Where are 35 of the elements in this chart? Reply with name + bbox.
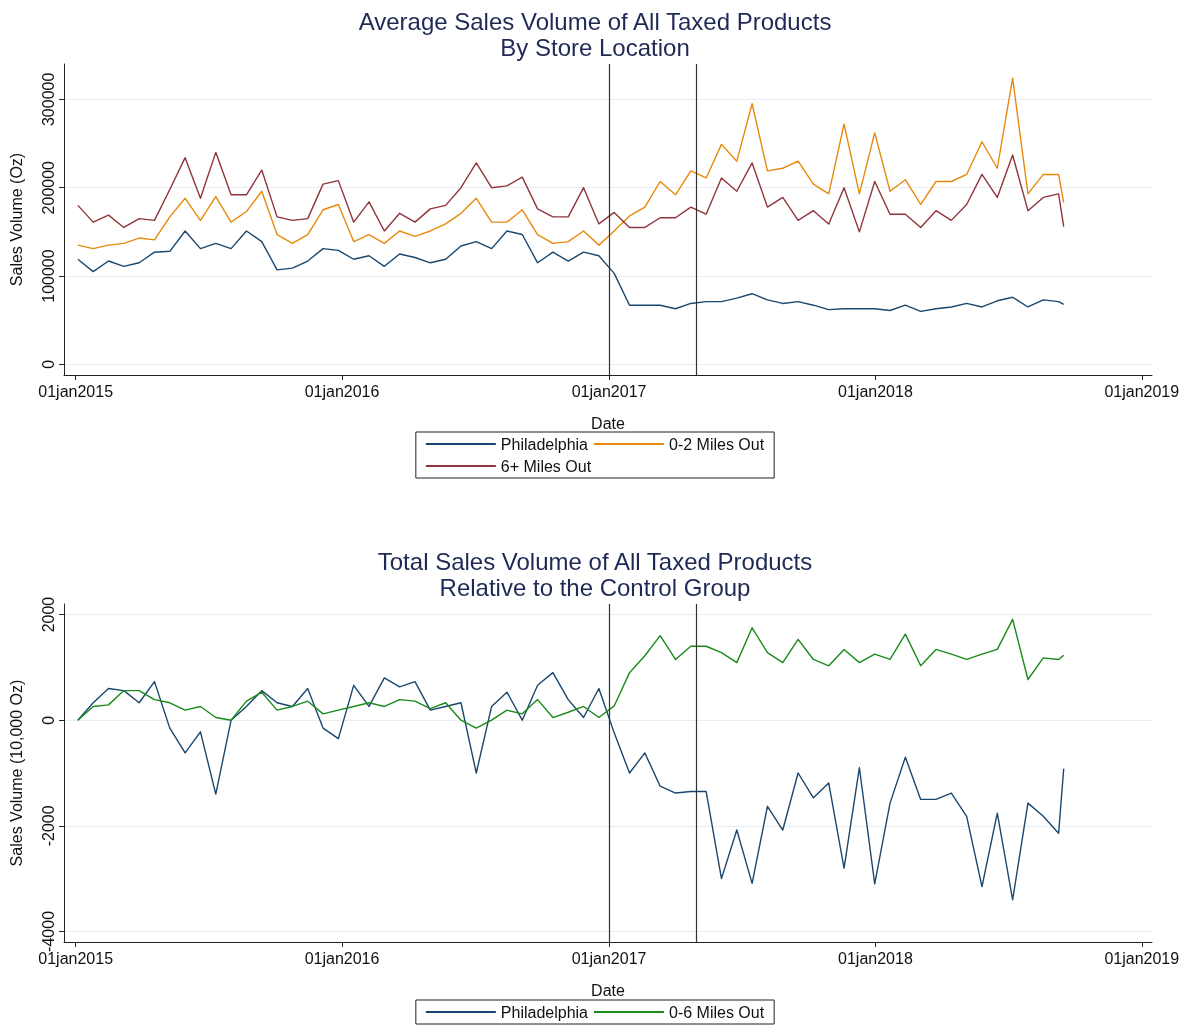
chart-title: Total Sales Volume of All Taxed Products bbox=[377, 547, 813, 575]
legend-label: 0-2 Miles Out bbox=[669, 435, 765, 453]
line-series bbox=[77, 151, 1065, 233]
line-series bbox=[77, 671, 1065, 901]
y-axis-title: Sales Volume (Oz) bbox=[7, 152, 25, 287]
x-axis-title: Date bbox=[591, 414, 625, 432]
chart-subtitle: By Store Location bbox=[500, 33, 690, 61]
chart-title: Average Sales Volume of All Taxed Products bbox=[358, 7, 832, 35]
x-tick-label: 01jan2019 bbox=[1104, 382, 1180, 400]
legend-label: Philadelphia bbox=[500, 435, 589, 453]
line-series bbox=[77, 618, 1065, 729]
x-axis-title: Date bbox=[591, 981, 625, 999]
y-axis-title: Sales Volume (10,000 Oz) bbox=[7, 679, 25, 867]
y-tick-label: 0 bbox=[39, 359, 57, 369]
y-tick-label: 300000 bbox=[39, 72, 57, 127]
x-tick-label: 01jan2016 bbox=[304, 949, 380, 967]
legend-label: 6+ Miles Out bbox=[500, 457, 592, 475]
y-tick-label: 0 bbox=[39, 715, 57, 725]
y-tick-label: -4000 bbox=[39, 910, 57, 952]
y-tick-label: -2000 bbox=[39, 805, 57, 847]
y-tick-label: 200000 bbox=[39, 160, 57, 215]
y-tick-label: 2000 bbox=[39, 596, 57, 633]
line-series bbox=[77, 230, 1065, 313]
x-tick-label: 01jan2017 bbox=[571, 949, 647, 967]
x-tick-label: 01jan2016 bbox=[304, 382, 380, 400]
line-series bbox=[77, 77, 1065, 250]
y-tick-label: 100000 bbox=[39, 249, 57, 303]
x-tick-label: 01jan2017 bbox=[571, 382, 647, 400]
legend-label: Philadelphia bbox=[500, 1003, 589, 1021]
x-tick-label: 01jan2018 bbox=[838, 949, 913, 967]
legend-label: 0-6 Miles Out bbox=[669, 1003, 765, 1021]
x-tick-label: 01jan2019 bbox=[1104, 949, 1180, 967]
chart-subtitle: Relative to the Control Group bbox=[439, 573, 751, 601]
x-tick-label: 01jan2015 bbox=[38, 382, 114, 400]
x-tick-label: 01jan2018 bbox=[838, 382, 913, 400]
